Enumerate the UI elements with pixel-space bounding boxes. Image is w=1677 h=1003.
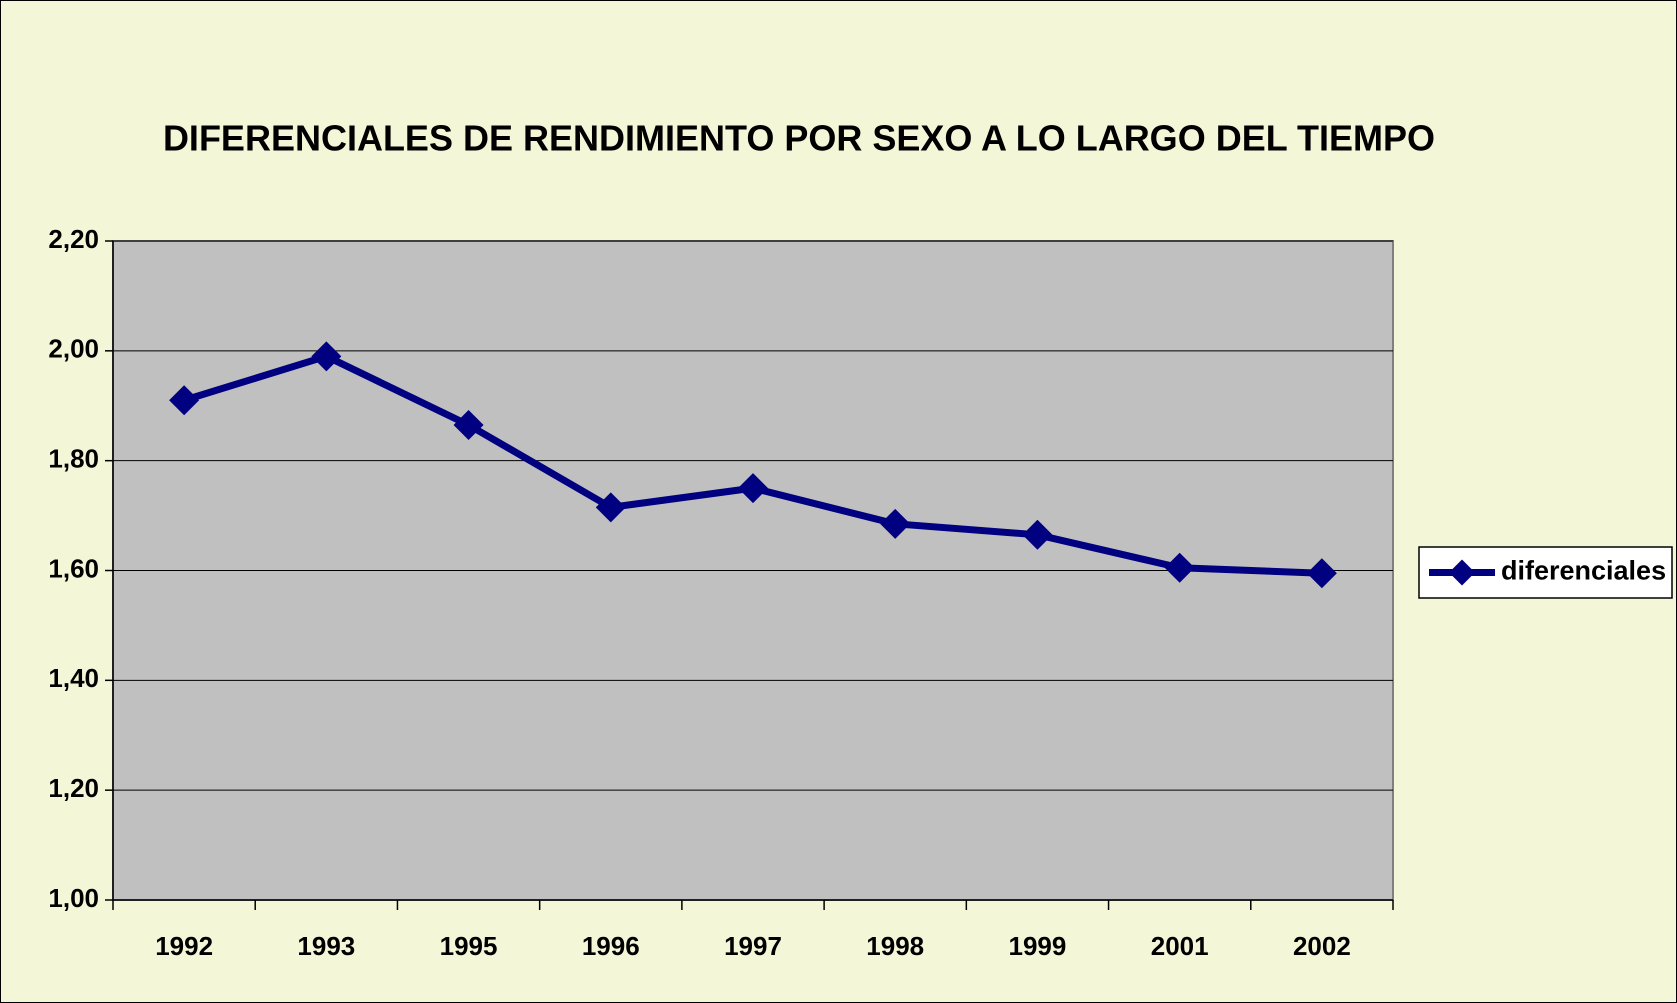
point-marker: [1022, 519, 1053, 550]
legend-label: diferenciales: [1501, 556, 1666, 586]
point-marker: [311, 341, 342, 372]
y-tick-label: 1,00: [48, 883, 99, 913]
point-marker: [1306, 558, 1337, 589]
chart-title: DIFERENCIALES DE RENDIMIENTO POR SEXO A …: [163, 118, 1435, 159]
point-marker: [738, 473, 768, 504]
x-tick-label: 1996: [582, 931, 640, 961]
y-tick-label: 2,20: [48, 224, 99, 254]
point-marker: [453, 409, 484, 440]
y-tick-label: 1,80: [48, 444, 99, 474]
x-tick-label: 1993: [297, 931, 355, 961]
x-tick-label: 1999: [1009, 931, 1067, 961]
y-tick-label: 1,40: [48, 663, 99, 693]
x-tick-label: 1997: [724, 931, 782, 961]
point-marker: [595, 492, 626, 523]
x-tick-label: 1998: [866, 931, 924, 961]
x-tick-label: 2001: [1151, 931, 1209, 961]
x-tick-label: 1995: [440, 931, 498, 961]
y-tick-label: 1,20: [48, 773, 99, 803]
point-marker: [169, 385, 200, 416]
y-tick-label: 1,60: [48, 553, 99, 583]
point-marker: [1164, 552, 1195, 583]
y-tick-label: 2,00: [48, 334, 99, 364]
x-tick-label: 1992: [155, 931, 213, 961]
x-tick-label: 2002: [1293, 931, 1351, 961]
point-marker: [880, 508, 911, 539]
legend-marker: [1449, 559, 1475, 586]
